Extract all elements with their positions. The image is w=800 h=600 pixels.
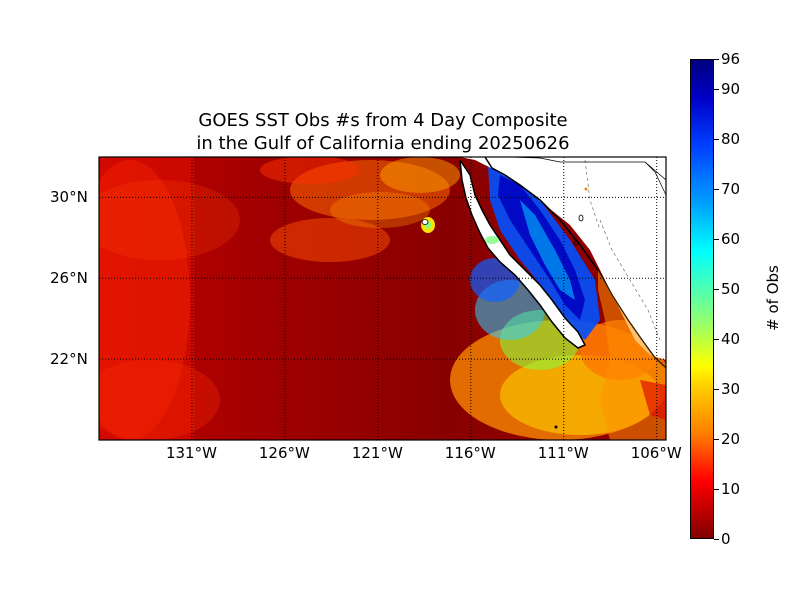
colorbar-tick-label: 60 [721, 230, 741, 248]
colorbar-tick-mark [714, 339, 719, 340]
colorbar-tick-mark [714, 89, 719, 90]
colorbar-label: # of Obs [763, 265, 782, 331]
colorbar-tick-mark [714, 239, 719, 240]
colorbar-tick-mark [714, 489, 719, 490]
colorbar-tick-mark [714, 59, 719, 60]
colorbar-tick-mark [714, 139, 719, 140]
latitude-label: 30°N [50, 188, 88, 207]
colorbar [690, 59, 714, 539]
map-gridlines [99, 157, 666, 440]
colorbar-tick-mark [714, 189, 719, 190]
latitude-label: 26°N [50, 269, 88, 288]
colorbar-tick-label: 70 [721, 180, 741, 198]
colorbar-tick-label: 40 [721, 330, 741, 348]
colorbar-tick-label: 10 [721, 480, 741, 498]
colorbar-tick-label: 50 [721, 280, 741, 298]
longitude-label: 116°W [444, 444, 496, 462]
colorbar-tick-label: 90 [721, 80, 741, 98]
map-title-line-2: in the Gulf of California ending 2025062… [196, 133, 570, 154]
colorbar-tick-mark [714, 539, 719, 540]
colorbar-tick-label: 96 [721, 50, 741, 68]
colorbar-tick-label: 80 [721, 130, 741, 148]
colorbar-tick-mark [714, 289, 719, 290]
longitude-label: 131°W [165, 444, 217, 462]
colorbar-tick-label: 30 [721, 380, 741, 398]
map-frame [98, 156, 667, 441]
longitude-label: 126°W [258, 444, 310, 462]
colorbar-tick-label: 20 [721, 430, 741, 448]
sst-field [99, 157, 666, 440]
latitude-label: 22°N [50, 350, 88, 369]
colorbar-tick-label: 0 [721, 530, 731, 548]
longitude-label: 111°W [537, 444, 589, 462]
colorbar-tick-mark [714, 389, 719, 390]
map-title-line-1: GOES SST Obs #s from 4 Day Composite [198, 110, 568, 131]
colorbar-tick-mark [714, 439, 719, 440]
longitude-label: 121°W [351, 444, 403, 462]
longitude-label: 106°W [630, 444, 682, 462]
